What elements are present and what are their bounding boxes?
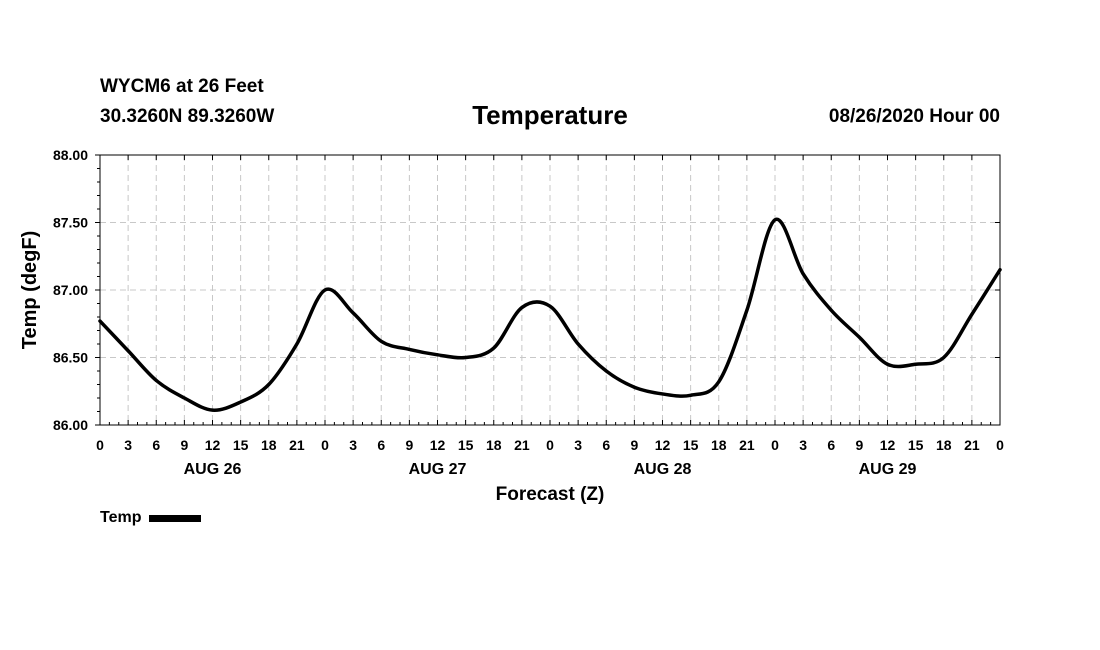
- data-point: [661, 392, 664, 396]
- x-tick-label: 18: [261, 437, 277, 453]
- x-tick-label: 6: [377, 437, 385, 453]
- data-point: [239, 400, 243, 404]
- x-tick-label: 15: [458, 437, 474, 453]
- x-tick-label: 15: [908, 437, 924, 453]
- station-coordinates: 30.3260N 89.3260W: [100, 106, 275, 127]
- data-point: [267, 383, 271, 386]
- x-tick-label: 9: [855, 437, 863, 453]
- forecast-datetime: 08/26/2020 Hour 00: [828, 106, 1000, 127]
- data-point: [717, 380, 721, 384]
- x-tick-label: 3: [799, 437, 807, 453]
- data-point: [576, 342, 580, 346]
- legend-label: Temp: [100, 509, 142, 526]
- x-tick-label: 21: [289, 437, 305, 453]
- data-point: [801, 272, 805, 276]
- x-tick-label: 12: [880, 437, 896, 453]
- station-name: WYCM6 at 26 Feet: [100, 76, 264, 97]
- data-point: [689, 393, 693, 397]
- data-point: [604, 369, 608, 373]
- data-point: [407, 347, 411, 351]
- data-point: [98, 319, 102, 323]
- data-point: [379, 339, 383, 343]
- data-point: [464, 356, 468, 359]
- x-tick-label: 18: [936, 437, 952, 453]
- legend: Temp: [100, 509, 202, 527]
- data-point: [745, 308, 749, 312]
- data-point: [323, 288, 327, 292]
- x-tick-label: 9: [180, 437, 188, 453]
- data-point: [548, 304, 552, 308]
- chart-title: Temperature: [472, 100, 628, 130]
- data-point: [886, 362, 889, 366]
- y-tick-label: 87.50: [53, 215, 88, 231]
- day-label: AUG 26: [184, 461, 242, 478]
- data-point: [351, 311, 355, 315]
- y-tick-label: 86.50: [53, 350, 88, 366]
- data-point: [182, 396, 186, 400]
- x-tick-label: 21: [514, 437, 530, 453]
- y-tick-label: 88.00: [53, 147, 88, 163]
- day-label: AUG 29: [859, 461, 917, 478]
- data-point: [998, 268, 1002, 272]
- x-tick-label: 21: [964, 437, 980, 453]
- x-tick-label: 6: [827, 437, 835, 453]
- data-point: [942, 356, 946, 359]
- data-point: [632, 385, 636, 389]
- x-tick-label: 0: [771, 437, 779, 453]
- x-tick-label: 12: [205, 437, 221, 453]
- x-axis-title: Forecast (Z): [496, 484, 605, 505]
- x-tick-label: 9: [405, 437, 413, 453]
- day-label: AUG 27: [409, 461, 467, 478]
- day-label: AUG 28: [634, 461, 692, 478]
- x-tick-label: 6: [602, 437, 610, 453]
- data-point: [295, 342, 299, 346]
- x-tick-label: 6: [152, 437, 160, 453]
- x-tick-label: 0: [96, 437, 104, 453]
- x-tick-label: 9: [630, 437, 638, 453]
- x-tick-label: 18: [711, 437, 727, 453]
- x-tick-label: 12: [430, 437, 446, 453]
- data-point: [211, 408, 214, 412]
- data-point: [126, 349, 130, 353]
- data-point: [857, 335, 861, 339]
- y-tick-label: 86.00: [53, 417, 88, 433]
- data-point: [914, 362, 918, 366]
- x-tick-label: 3: [124, 437, 132, 453]
- y-axis-title: Temp (degF): [19, 231, 41, 350]
- x-tick-label: 3: [349, 437, 357, 453]
- data-point: [773, 218, 777, 222]
- data-point: [520, 306, 524, 310]
- series-line-temp: [98, 217, 1002, 412]
- x-tick-label: 18: [486, 437, 502, 453]
- x-tick-label: 12: [655, 437, 671, 453]
- x-tick-label: 21: [739, 437, 755, 453]
- data-point: [492, 346, 496, 350]
- x-tick-label: 0: [321, 437, 329, 453]
- data-point: [829, 308, 833, 312]
- y-tick-label: 87.00: [53, 282, 88, 298]
- x-tick-label: 0: [546, 437, 554, 453]
- data-point: [970, 312, 974, 316]
- x-tick-label: 3: [574, 437, 582, 453]
- legend-swatch: [149, 514, 202, 522]
- x-tick-label: 15: [233, 437, 249, 453]
- x-tick-label: 15: [683, 437, 699, 453]
- x-tick-label: 0: [996, 437, 1004, 453]
- data-point: [154, 378, 158, 382]
- data-point: [436, 353, 439, 357]
